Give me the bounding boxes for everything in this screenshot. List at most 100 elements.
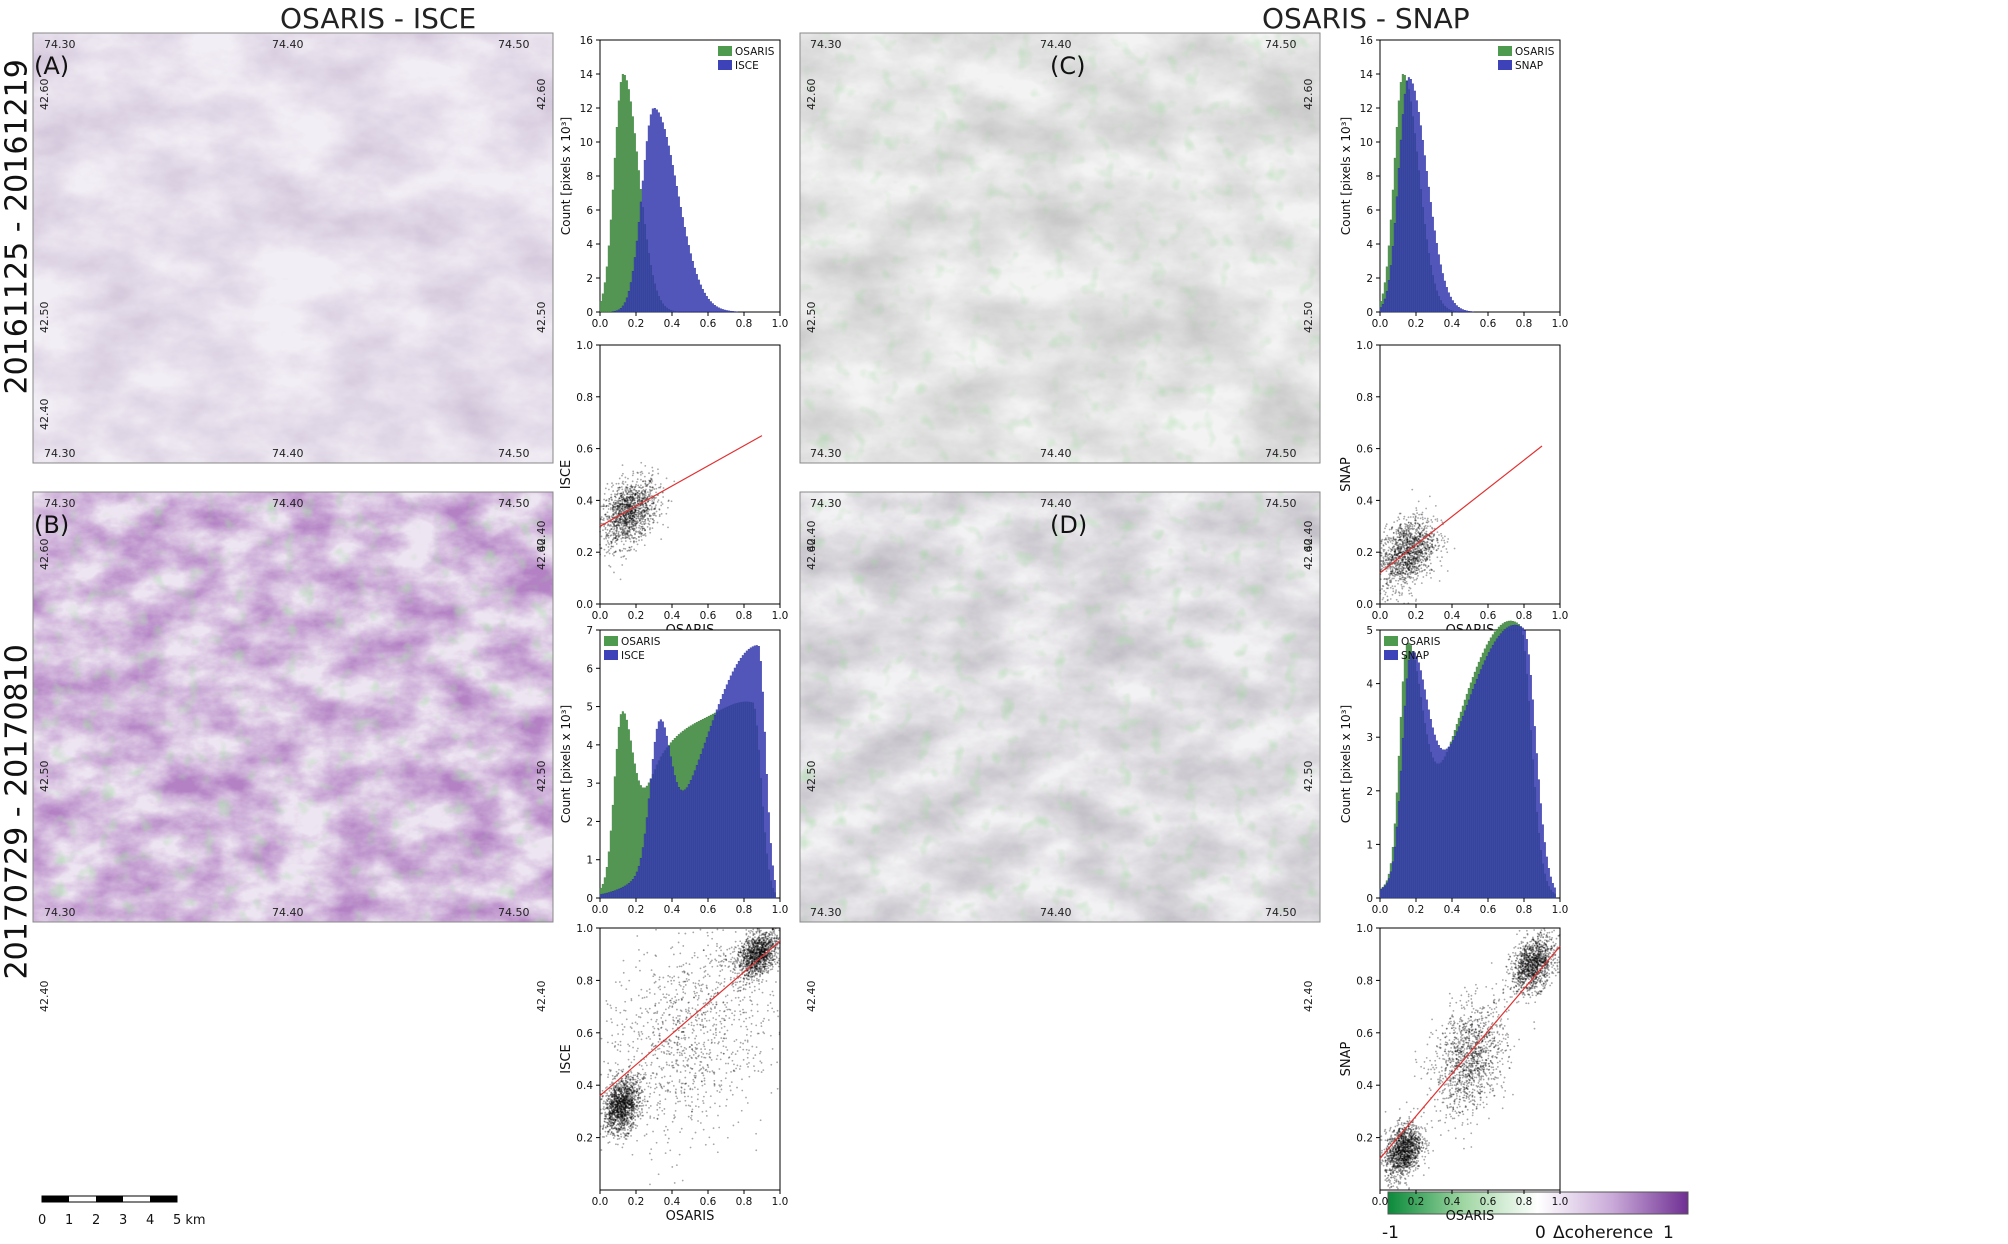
- scatter-point: [609, 1106, 612, 1109]
- scatter-point: [607, 1133, 609, 1135]
- histogram-bar: [749, 647, 752, 899]
- scatter-point: [618, 507, 621, 510]
- histogram-bar: [687, 784, 690, 899]
- scatter-point: [640, 535, 643, 538]
- histogram-bar: [1435, 243, 1438, 313]
- scatter-point: [1393, 545, 1395, 548]
- scatter-point: [621, 488, 624, 491]
- scatter-point: [1418, 570, 1421, 573]
- scatter-point: [600, 547, 603, 550]
- scatter-point: [612, 520, 615, 523]
- scatter-point: [612, 1127, 615, 1130]
- scatter-point: [1405, 570, 1408, 573]
- histogram-bar: [769, 843, 772, 899]
- scatter-point: [1397, 527, 1400, 530]
- scatter-point: [621, 474, 623, 477]
- scatter-point: [1405, 580, 1408, 583]
- histogram-bar: [727, 679, 730, 899]
- scatter-point: [617, 506, 620, 509]
- scatter-point: [618, 1105, 620, 1108]
- scatter-point: [620, 556, 623, 559]
- histogram-bar: [601, 293, 604, 313]
- histogram-bar: [717, 704, 720, 899]
- scatter-point: [627, 503, 630, 506]
- scatter-point: [1397, 570, 1399, 573]
- scatter-point: [1398, 536, 1401, 539]
- scatter-point: [628, 527, 631, 530]
- scatter-point: [629, 528, 632, 531]
- scatter-point: [618, 506, 621, 509]
- scatter-point: [1397, 516, 1400, 519]
- lon-tick-label: 74.30: [44, 497, 76, 510]
- scatter-point: [659, 483, 662, 485]
- scatter-point: [602, 1107, 605, 1110]
- scatter-point: [1430, 550, 1433, 553]
- scatter-point: [656, 521, 659, 524]
- map-label-b: (B): [34, 511, 69, 539]
- scatter-point: [644, 502, 647, 504]
- scatter-point: [637, 495, 639, 497]
- scatter-point: [1384, 591, 1387, 594]
- scatter-point: [640, 511, 643, 514]
- scatter-point: [613, 551, 615, 554]
- scatter-point: [623, 555, 626, 557]
- scatter-point: [603, 1100, 605, 1103]
- y-tick-label: 2: [1366, 273, 1373, 285]
- scatter-point: [1385, 525, 1387, 527]
- scatter-point: [619, 492, 622, 495]
- scatter-point: [1399, 543, 1402, 546]
- scatter-point: [632, 524, 635, 527]
- scatter-point: [626, 498, 629, 501]
- scatter-point: [1425, 527, 1428, 530]
- y-tick-label: 0.6: [1356, 444, 1373, 456]
- scatter-point: [627, 531, 630, 534]
- histogram-bar: [621, 886, 624, 899]
- scatter-point: [612, 1095, 614, 1098]
- scatter-point: [605, 531, 607, 534]
- scatter-point: [604, 1117, 607, 1120]
- scatter-point: [1411, 581, 1414, 583]
- scatter-point: [1408, 564, 1411, 567]
- scatter-point: [605, 505, 607, 508]
- scatter-point: [624, 506, 627, 508]
- scatter-point: [643, 514, 646, 517]
- scatter-point: [628, 1104, 631, 1106]
- histogram-bar: [617, 309, 620, 313]
- scatter-point: [1410, 592, 1413, 595]
- scatter-point: [625, 503, 627, 506]
- scatter-point: [651, 486, 654, 489]
- scatter-point: [605, 499, 608, 502]
- scatter-point: [660, 512, 663, 515]
- scatter-point: [609, 1128, 611, 1131]
- scatter-point: [629, 505, 632, 508]
- scatter-point: [644, 492, 647, 495]
- scatter-point: [1382, 596, 1385, 599]
- scatter-point: [641, 486, 644, 489]
- histogram-bar: [745, 650, 748, 899]
- scale-bar: 0 1 2 3 4 5 km: [38, 1195, 206, 1228]
- scatter-point: [628, 534, 631, 537]
- scatter-point: [650, 506, 653, 508]
- scatter-point: [641, 494, 644, 497]
- y-tick-label: 1.0: [576, 340, 593, 352]
- scatter-point: [1414, 571, 1417, 574]
- scatter-point: [636, 491, 639, 494]
- scatter-point: [1416, 529, 1419, 532]
- scatter-point: [634, 497, 637, 500]
- scatter-point: [611, 1074, 614, 1077]
- x-tick-label: 0.8: [1516, 610, 1533, 622]
- scatter-point: [629, 533, 632, 536]
- scatter-point: [632, 540, 635, 543]
- scatter-point: [629, 1106, 632, 1109]
- y-tick-label: 1.0: [1356, 340, 1373, 352]
- scatter-point: [1407, 589, 1410, 592]
- scatter-point: [1430, 519, 1433, 521]
- scatter-point: [612, 501, 615, 504]
- histogram-bar: [637, 865, 640, 899]
- scatter-point: [643, 510, 646, 512]
- scatter-point: [612, 484, 614, 487]
- scatter-point: [648, 482, 651, 485]
- scatter-point: [622, 547, 625, 550]
- scatter-point: [667, 506, 669, 509]
- scatter-point: [633, 520, 636, 523]
